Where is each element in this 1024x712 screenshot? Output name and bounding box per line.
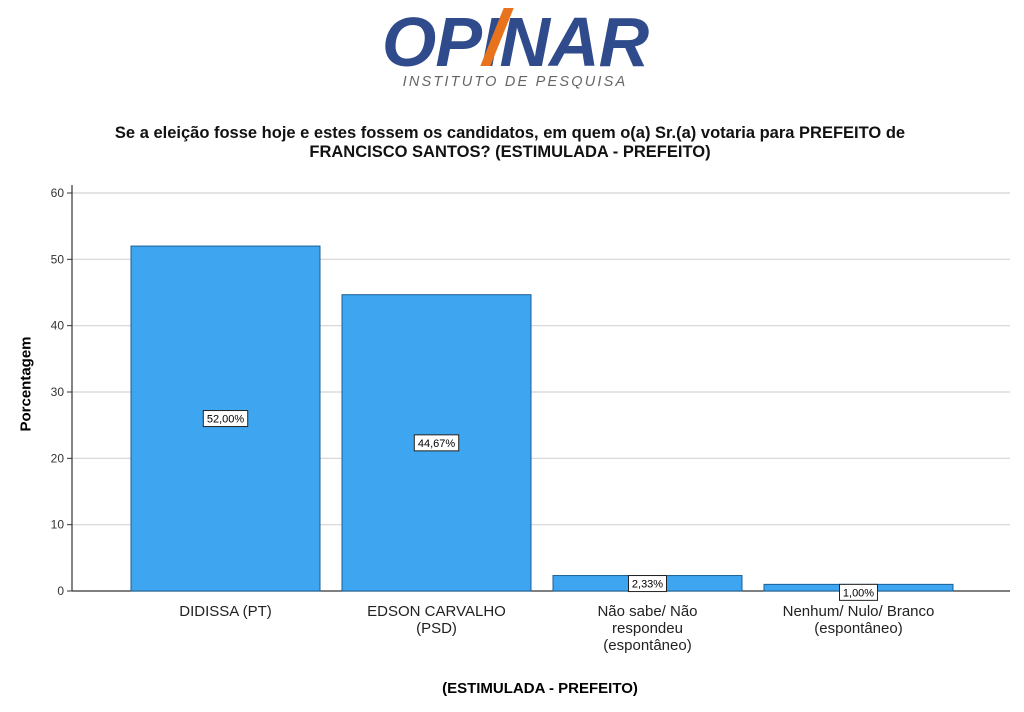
x-axis-label: (ESTIMULADA - PREFEITO)	[442, 680, 638, 697]
y-tick-label: 10	[51, 518, 65, 532]
category-label: DIDISSA (PT)	[131, 603, 321, 620]
category-label-line: Nenhum/ Nulo/ Branco	[782, 603, 935, 620]
category-label: Não sabe/ Não respondeu (espontâneo)	[553, 603, 743, 654]
data-label-box	[202, 410, 249, 428]
data-label-box	[839, 583, 878, 601]
chart-title-line-1: Se a eleição fosse hoje e estes fossem o…	[114, 124, 906, 142]
opinar-logo: OPINAR INSTITUTO DE PESQUISA	[370, 2, 660, 94]
data-label: 2,33%	[632, 579, 663, 591]
y-tick-label: 20	[51, 451, 65, 465]
category-label-line: EDSON CARVALHO	[367, 603, 506, 620]
chart-title-line-2: FRANCISCO SANTOS? (ESTIMULADA - PREFEITO…	[309, 143, 711, 161]
y-tick-label: 50	[51, 252, 65, 266]
y-tick-label: 40	[51, 319, 65, 333]
category-label-line: (PSD)	[416, 620, 457, 637]
chart-title: Se a eleição fosse hoje e estes fossem o…	[20, 124, 1000, 162]
category-label-line: (espontâneo)	[603, 637, 692, 654]
category-label: EDSON CARVALHO (PSD)	[342, 603, 532, 637]
y-tick-label: 0	[57, 584, 64, 598]
y-tick-label: 60	[51, 186, 65, 200]
data-label: 1,00%	[843, 587, 874, 599]
y-tick-label: 30	[51, 385, 65, 399]
data-label-box	[413, 434, 460, 452]
logo-wordmark: OPINAR	[381, 3, 649, 81]
data-label-box	[628, 575, 667, 593]
category-label-line: respondeu	[612, 620, 683, 637]
category-label-line: DIDISSA (PT)	[179, 603, 272, 620]
category-label: Nenhum/ Nulo/ Branco (espontâneo)	[764, 603, 954, 637]
data-label: 52,00%	[207, 414, 245, 426]
category-label-line: Não sabe/ Não	[597, 603, 698, 620]
category-label-line: (espontâneo)	[814, 620, 903, 637]
data-label: 44,67%	[418, 438, 456, 450]
logo-subtitle: INSTITUTO DE PESQUISA	[402, 74, 628, 90]
